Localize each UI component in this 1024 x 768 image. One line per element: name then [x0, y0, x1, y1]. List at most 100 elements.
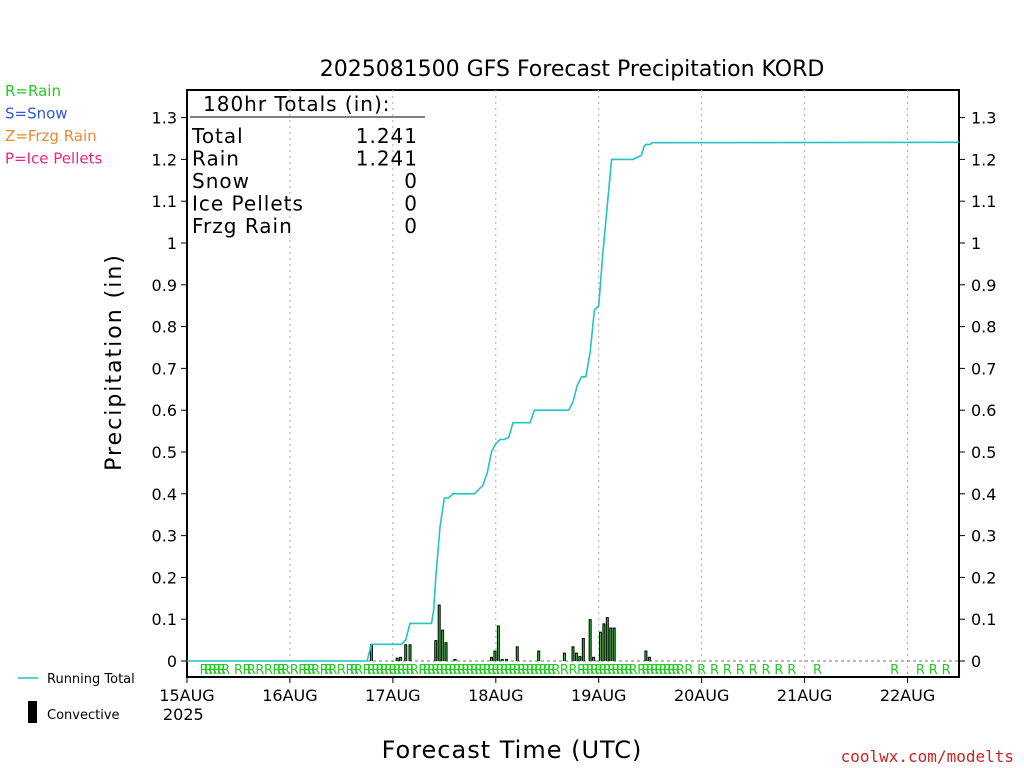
totals-row-value: 0 [404, 169, 418, 193]
y-ticks-right: 0 0.1 0.2 0.3 0.4 0.5 0.6 0.7 0.8 0.9 1 1.1 1.2 1.3 [959, 109, 996, 671]
precip-type-marker: R [697, 663, 706, 678]
y-ticks-left: 0 0.1 0.2 0.3 0.4 0.5 0.6 0.7 0.8 0.9 1 1.1 1.2 1.3 [152, 109, 187, 671]
precip-type-marker: R [491, 663, 500, 678]
precip-type-marker: R [916, 663, 925, 678]
precip-type-marker: R [538, 663, 547, 678]
precip-bar-fill [445, 643, 447, 661]
precip-type-marker: R [710, 663, 719, 678]
totals-row-name: Total [191, 124, 244, 148]
precip-type-marker: R [303, 663, 312, 678]
precip-type-marker: R [401, 663, 410, 678]
totals-row-name: Rain [192, 147, 240, 171]
running-total-legend-label: Running Total [47, 672, 135, 687]
gridlines [289, 90, 909, 677]
precip-type-marker: R [247, 663, 256, 678]
precip-bar-fill [603, 624, 605, 661]
precip-bar-fill [575, 653, 577, 661]
precip-type-marker: R [474, 663, 483, 678]
y-tick-label-right: 0.1 [971, 610, 996, 629]
precip-type-marker: R [204, 663, 213, 678]
y-tick-label: 1 [167, 234, 177, 253]
precip-type-legend-item: P=Ice Pellets [5, 150, 102, 168]
x-tick-label: 19AUG [571, 686, 626, 705]
x-tick-label: 18AUG [468, 686, 523, 705]
x-tick-label: 15AUG [159, 686, 214, 705]
x-tick-label: 22AUG [880, 686, 935, 705]
precip-type-marker: R [620, 663, 629, 678]
y-tick-label-right: 1.2 [971, 150, 996, 169]
precip-type-marker: R [598, 663, 607, 678]
precip-bar-fill [506, 659, 508, 661]
precip-type-marker: R [453, 663, 462, 678]
series-legend: Running Total Convective [18, 672, 135, 723]
convective-bars [369, 604, 651, 661]
y-tick-label: 0.6 [152, 401, 177, 420]
precip-type-marker: R [684, 663, 693, 678]
precip-type-marker: R [264, 663, 273, 678]
precip-type-marker: R [444, 663, 453, 678]
precip-type-marker: R [375, 663, 384, 678]
precip-bar-fill [442, 630, 444, 661]
y-tick-label-right: 0.6 [971, 401, 996, 420]
precip-type-marker: R [277, 663, 286, 678]
precip-type-marker: R [676, 663, 685, 678]
totals-row-value: 0 [404, 214, 418, 238]
precip-bar-fill [599, 632, 601, 661]
precip-type-marker: R [405, 663, 414, 678]
plot-frame [186, 89, 960, 678]
precip-type-marker: R [526, 663, 535, 678]
y-tick-label: 0.3 [152, 527, 177, 546]
precip-type-marker: R [243, 663, 252, 678]
precip-bar-fill [454, 659, 456, 661]
precip-type-marker: R [603, 663, 612, 678]
precip-type-marker: R [942, 663, 951, 678]
y-tick-label-right: 0.2 [971, 568, 996, 587]
precip-type-marker: R [530, 663, 539, 678]
precip-type-marker: R [281, 663, 290, 678]
y-tick-label-right: 0.7 [971, 359, 996, 378]
precip-type-marker: R [646, 663, 655, 678]
precip-type-marker: R [380, 663, 389, 678]
precip-type-marker: R [436, 663, 445, 678]
precip-bar-fill [538, 651, 540, 661]
precip-type-marker: R [273, 663, 282, 678]
precip-type-legend-item: S=Snow [5, 105, 68, 123]
precip-type-marker: R [457, 663, 466, 678]
precip-type-marker: R [641, 663, 650, 678]
precip-type-legend-item: R=Rain [5, 82, 61, 100]
y-tick-label-right: 0 [971, 652, 981, 671]
precip-type-legend-item: Z=Frzg Rain [5, 127, 97, 145]
precip-type-marker: R [328, 663, 337, 678]
precip-type-marker: R [212, 663, 221, 678]
precip-bar-fill [648, 657, 650, 661]
y-tick-label: 0.4 [152, 485, 177, 504]
precip-type-marker: R [478, 663, 487, 678]
precip-type-marker: R [504, 663, 513, 678]
convective-legend-label: Convective [47, 708, 120, 723]
precip-type-marker: R [217, 663, 226, 678]
y-tick-label-right: 0.9 [971, 276, 996, 295]
precip-type-marker: R [787, 663, 796, 678]
precip-type-marker: R [547, 663, 556, 678]
precip-type-marker: R [496, 663, 505, 678]
precip-type-marker: R [568, 663, 577, 678]
precip-bar-fill [409, 645, 411, 661]
precip-bar-fill [491, 657, 493, 661]
precip-type-marker: R [521, 663, 530, 678]
precip-type-marker: R [371, 663, 380, 678]
y-tick-label-right: 1.1 [971, 192, 996, 211]
precip-type-marker: R [590, 663, 599, 678]
precip-type-marker: R [393, 663, 402, 678]
precip-type-marker: R [586, 663, 595, 678]
precip-type-marker: R [629, 663, 638, 678]
precip-type-marker: R [487, 663, 496, 678]
precip-bar-fill [610, 628, 612, 661]
precip-type-marker: R [290, 663, 299, 678]
totals-row-value: 1.241 [356, 147, 418, 171]
precip-type-marker: R [307, 663, 316, 678]
watermark: coolwx.com/modelts [841, 747, 1014, 766]
y-tick-label-right: 1 [971, 234, 981, 253]
precip-type-marker: R [384, 663, 393, 678]
